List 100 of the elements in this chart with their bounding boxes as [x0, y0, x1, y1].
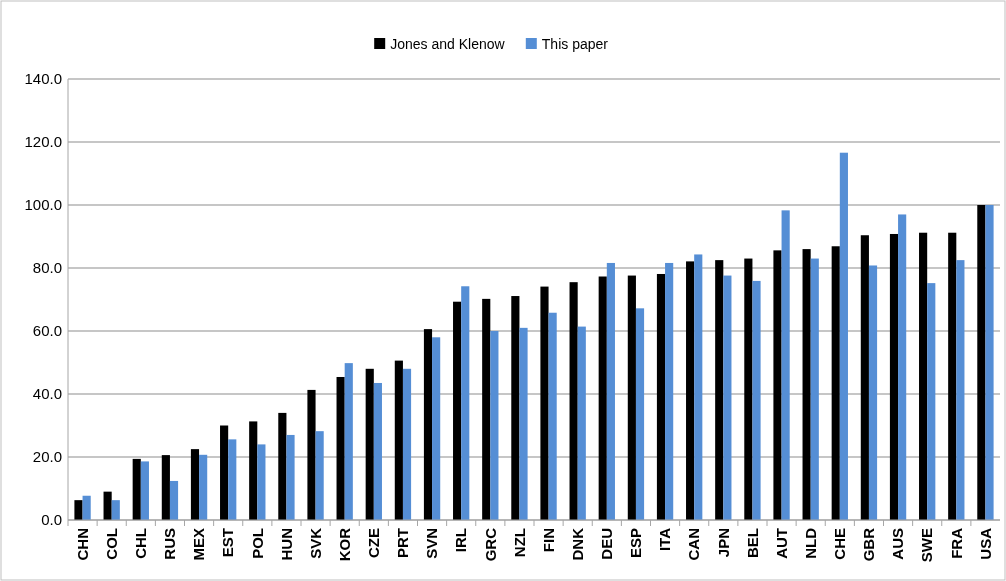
y-tick-label: 20.0 [32, 448, 62, 466]
bar [519, 327, 528, 520]
bar [694, 254, 703, 520]
x-tick-label: ITA [656, 527, 674, 552]
bar [199, 454, 208, 520]
bar [635, 308, 645, 520]
x-tick-label: KOR [335, 527, 353, 562]
bar [423, 329, 433, 520]
bar [490, 331, 499, 520]
bar [927, 283, 936, 520]
bar [307, 389, 316, 520]
x-tick-label: POL [248, 528, 266, 559]
bar [540, 286, 549, 520]
bar [461, 286, 470, 520]
bar [482, 298, 491, 520]
bar [831, 246, 840, 520]
bar [810, 258, 819, 520]
bar [169, 480, 179, 520]
bar [665, 262, 674, 520]
x-tick-label: CHN [73, 528, 91, 561]
bar [228, 439, 237, 520]
bar [365, 368, 374, 520]
bar [889, 233, 899, 520]
x-tick-label: SVN [423, 528, 441, 559]
x-tick-label: RUS [161, 528, 179, 560]
x-tick-label: NLD [801, 527, 819, 559]
bar [344, 363, 353, 520]
x-tick-label: JPN [714, 528, 732, 558]
y-tick-label: 40.0 [32, 385, 62, 403]
bar [627, 275, 636, 520]
bar [577, 326, 586, 520]
bar [956, 260, 965, 520]
bar [598, 276, 607, 520]
x-tick-label: USA [976, 527, 994, 560]
x-tick-label: DNK [568, 527, 586, 561]
bar [773, 250, 782, 520]
x-tick-label: FIN [539, 528, 557, 553]
y-tick-label: 100.0 [24, 196, 62, 214]
bar [723, 275, 732, 520]
x-tick-label: CHE [831, 528, 849, 560]
y-tick-label: 60.0 [32, 322, 62, 340]
bar [781, 210, 790, 520]
bar [432, 337, 441, 520]
x-tick-label: IRL [452, 528, 470, 553]
x-tick-label: NZL [510, 528, 528, 558]
legend-label: Jones and Klenow [390, 35, 506, 52]
bar [919, 232, 928, 520]
bar [898, 214, 907, 520]
x-tick-label: SVK [306, 527, 324, 559]
bar [839, 152, 848, 520]
bar [402, 368, 412, 520]
x-tick-label: GRC [481, 527, 499, 562]
y-tick-label: 0.0 [41, 511, 62, 529]
bar [103, 491, 112, 520]
bar [802, 249, 811, 520]
x-tick-label: CAN [685, 528, 703, 561]
bar [977, 205, 986, 520]
x-tick-label: GBR [860, 527, 878, 562]
bar [249, 421, 258, 520]
bar [985, 205, 994, 520]
x-tick-label: CHL [132, 528, 150, 559]
bar [315, 431, 324, 520]
x-tick-label: EST [219, 528, 237, 558]
bar [257, 444, 266, 520]
bar [606, 262, 615, 520]
bar [132, 458, 141, 520]
bar [948, 232, 957, 520]
y-tick-label: 120.0 [24, 133, 62, 151]
x-tick-label: HUN [277, 528, 295, 561]
x-tick-label: CZE [365, 528, 383, 558]
bar [744, 258, 753, 520]
bar [686, 261, 695, 520]
bar [336, 376, 345, 520]
x-tick-label: MEX [190, 528, 208, 561]
legend-label: This paper [541, 35, 609, 52]
bar [548, 312, 557, 520]
bar [511, 296, 520, 520]
bar [190, 449, 200, 520]
bar [868, 265, 878, 520]
bar [161, 455, 170, 520]
bar [74, 500, 83, 520]
y-tick-label: 140.0 [24, 70, 62, 88]
x-tick-label: DEU [598, 528, 616, 560]
x-tick-label: PRT [394, 528, 412, 558]
x-tick-label: COL [102, 528, 120, 560]
bar [220, 425, 229, 520]
bar [860, 235, 869, 520]
bar [373, 382, 382, 520]
x-tick-label: ESP [627, 528, 645, 559]
bar [752, 280, 761, 520]
bar [569, 282, 578, 520]
bar [140, 461, 149, 520]
x-tick-label: BEL [743, 528, 761, 558]
bar [111, 500, 120, 520]
bar [715, 260, 724, 520]
x-tick-label: SWE [918, 528, 936, 563]
bar [656, 273, 666, 520]
bar [286, 434, 295, 520]
bar [394, 360, 403, 520]
bar [278, 412, 287, 520]
